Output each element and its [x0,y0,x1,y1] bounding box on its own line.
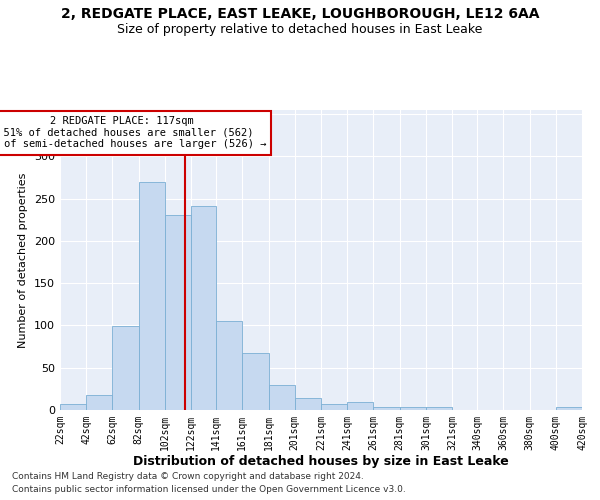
Bar [426,408,452,410]
Bar [242,354,269,410]
Bar [400,406,426,410]
Bar [216,322,242,410]
Text: Contains HM Land Registry data © Crown copyright and database right 2024.: Contains HM Land Registry data © Crown c… [12,472,364,481]
Bar [112,326,139,410]
Bar [165,215,191,410]
Text: 2 REDGATE PLACE: 117sqm
← 51% of detached houses are smaller (562)
48% of semi-d: 2 REDGATE PLACE: 117sqm ← 51% of detache… [0,116,266,150]
Bar [373,406,400,410]
Y-axis label: Number of detached properties: Number of detached properties [19,172,28,348]
Bar [269,384,295,410]
Bar [191,206,216,410]
Bar [60,404,86,410]
Bar [321,404,347,410]
Bar [295,398,321,410]
Bar [86,395,112,410]
Bar [139,182,165,410]
Text: Size of property relative to detached houses in East Leake: Size of property relative to detached ho… [118,22,482,36]
Text: Distribution of detached houses by size in East Leake: Distribution of detached houses by size … [133,454,509,468]
Bar [347,402,373,410]
Bar [556,408,582,410]
Text: 2, REDGATE PLACE, EAST LEAKE, LOUGHBOROUGH, LE12 6AA: 2, REDGATE PLACE, EAST LEAKE, LOUGHBOROU… [61,8,539,22]
Text: Contains public sector information licensed under the Open Government Licence v3: Contains public sector information licen… [12,485,406,494]
